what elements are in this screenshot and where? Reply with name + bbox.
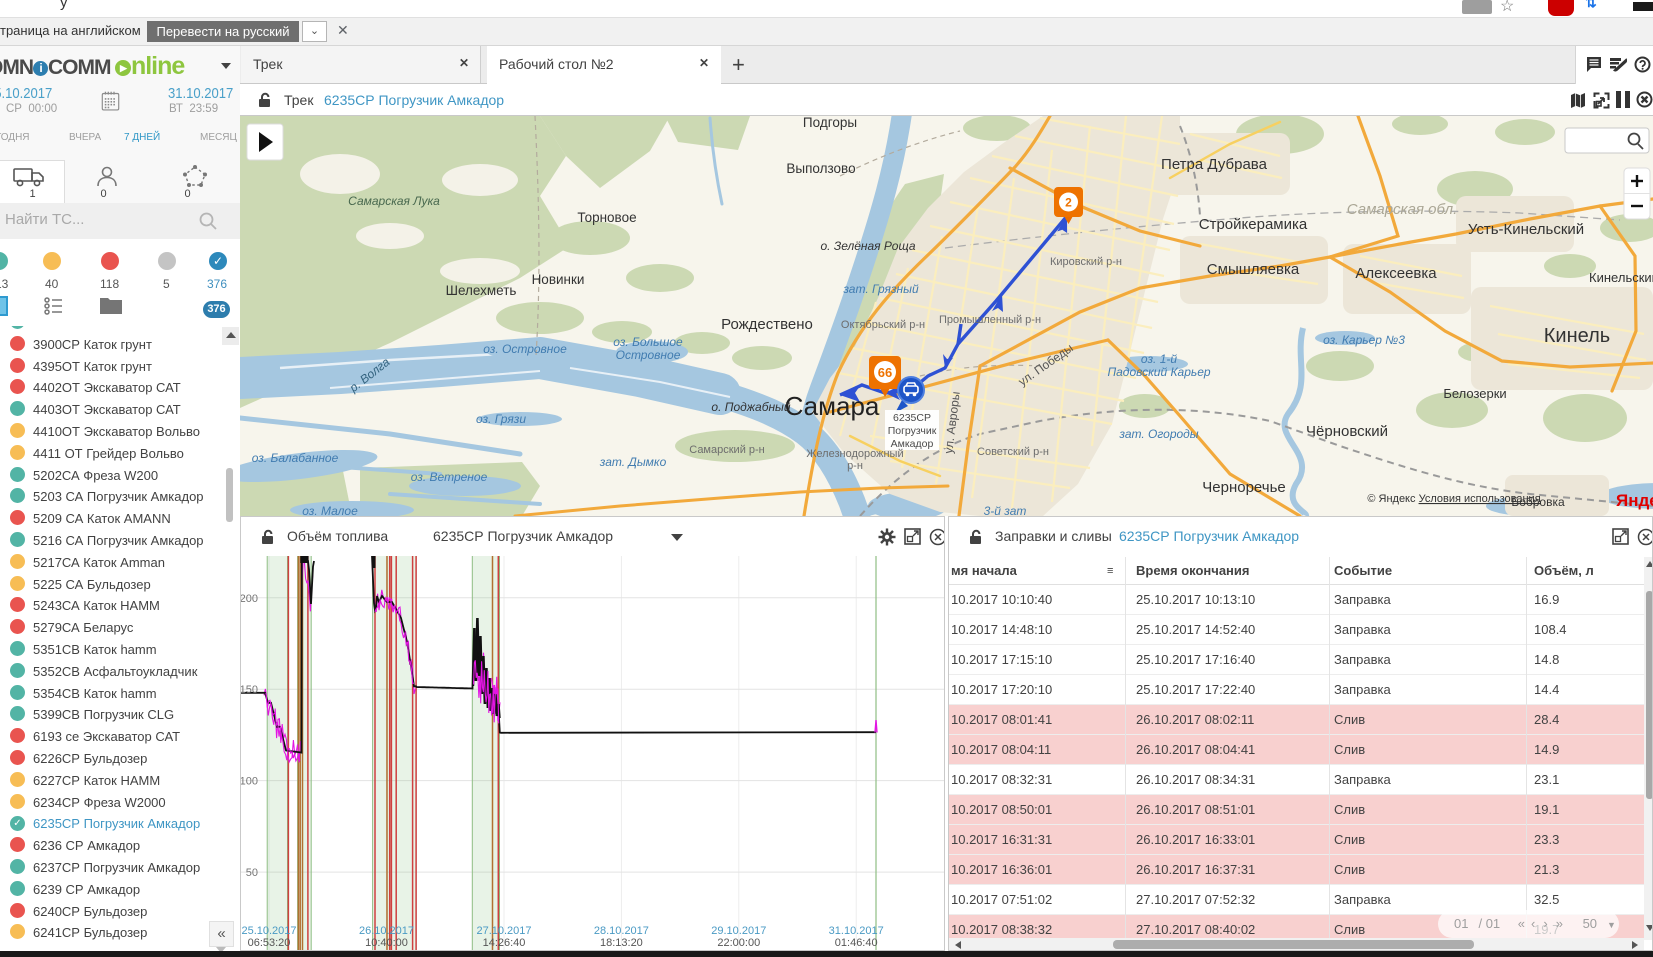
svg-text:Кировский р-н: Кировский р-н bbox=[1050, 256, 1122, 268]
svg-text:Чёрновский: Чёрновский bbox=[1306, 423, 1388, 440]
svg-text:оз. Балабанное: оз. Балабанное bbox=[252, 451, 339, 465]
svg-text:Смышляевка: Смышляевка bbox=[1207, 261, 1300, 278]
svg-text:Амкадор: Амкадор bbox=[891, 438, 934, 450]
svg-text:22:00:00: 22:00:00 bbox=[717, 937, 760, 949]
svg-text:зат. Огороды: зат. Огороды bbox=[1118, 427, 1198, 441]
svg-text:о. Зелёная Роща: о. Зелёная Роща bbox=[820, 239, 915, 253]
svg-text:100: 100 bbox=[241, 776, 258, 788]
svg-text:6235СР: 6235СР bbox=[893, 412, 931, 424]
svg-text:Железнодорожный: Железнодорожный bbox=[806, 448, 903, 460]
svg-text:50: 50 bbox=[246, 867, 258, 879]
svg-text:оз. Малое: оз. Малое bbox=[302, 504, 358, 516]
svg-text:2: 2 bbox=[1065, 196, 1072, 210]
svg-text:25.10.2017: 25.10.2017 bbox=[241, 925, 296, 937]
svg-text:Новинки: Новинки bbox=[532, 272, 585, 287]
svg-text:Островное: Островное bbox=[616, 348, 681, 362]
svg-text:Выползово: Выползово bbox=[786, 161, 855, 176]
svg-text:28.10.2017: 28.10.2017 bbox=[594, 925, 649, 937]
svg-text:Подгоры: Подгоры bbox=[803, 116, 857, 130]
svg-text:Шелехметь: Шелехметь bbox=[446, 283, 517, 298]
svg-text:Бобровка: Бобровка bbox=[1511, 495, 1565, 509]
svg-text:14:26:40: 14:26:40 bbox=[483, 937, 526, 949]
svg-text:о. Поджабный: о. Поджабный bbox=[711, 400, 790, 414]
svg-text:Падовский Карьер: Падовский Карьер bbox=[1107, 365, 1210, 379]
svg-text:Усть-Кинельский: Усть-Кинельский bbox=[1468, 221, 1584, 238]
svg-text:Самара: Самара bbox=[785, 391, 880, 421]
svg-text:зат. Грязный: зат. Грязный bbox=[842, 282, 919, 296]
svg-text:Торновое: Торновое bbox=[577, 210, 636, 225]
svg-text:Самарская Лука: Самарская Лука bbox=[348, 194, 440, 208]
svg-text:06:53:20: 06:53:20 bbox=[248, 937, 291, 949]
svg-text:26.10.2017: 26.10.2017 bbox=[359, 925, 414, 937]
svg-text:р-н: р-н bbox=[847, 460, 863, 472]
svg-text:Самарская обл.: Самарская обл. bbox=[1347, 201, 1458, 218]
svg-text:оз. Островное: оз. Островное bbox=[483, 342, 567, 356]
svg-text:Петра Дубрава: Петра Дубрава bbox=[1161, 156, 1268, 173]
svg-text:оз. Карьер №3: оз. Карьер №3 bbox=[1323, 333, 1405, 347]
svg-text:Алексеевка: Алексеевка bbox=[1355, 265, 1437, 282]
svg-text:Промышленный р-н: Промышленный р-н bbox=[939, 314, 1041, 326]
svg-text:31.10.2017: 31.10.2017 bbox=[829, 925, 884, 937]
svg-text:Рождествено: Рождествено bbox=[721, 316, 813, 333]
svg-text:Яндекс: Яндекс bbox=[1616, 491, 1653, 510]
svg-text:Октябрьский р-н: Октябрьский р-н bbox=[841, 319, 925, 331]
svg-text:оз. 1-й: оз. 1-й bbox=[1141, 352, 1177, 366]
svg-text:Кинель: Кинель bbox=[1544, 325, 1610, 347]
svg-text:зат. Дымко: зат. Дымко bbox=[599, 455, 667, 469]
svg-text:оз. Грязи: оз. Грязи bbox=[476, 412, 526, 426]
svg-text:оз. Ветреное: оз. Ветреное bbox=[411, 470, 488, 484]
svg-text:Черноречье: Черноречье bbox=[1202, 479, 1285, 496]
svg-text:18:13:20: 18:13:20 bbox=[600, 937, 643, 949]
svg-text:Самарский р-н: Самарский р-н bbox=[689, 444, 765, 456]
svg-text:Стройкерамика: Стройкерамика bbox=[1199, 216, 1308, 233]
svg-text:27.10.2017: 27.10.2017 bbox=[476, 925, 531, 937]
svg-text:оз. Большое: оз. Большое bbox=[613, 335, 683, 349]
svg-text:3-й зат: 3-й зат bbox=[984, 504, 1027, 516]
svg-text:Погрузчик: Погрузчик bbox=[888, 425, 937, 437]
svg-text:150: 150 bbox=[241, 684, 258, 696]
svg-text:29.10.2017: 29.10.2017 bbox=[711, 925, 766, 937]
svg-text:200: 200 bbox=[241, 593, 258, 605]
svg-text:66: 66 bbox=[878, 365, 892, 380]
svg-text:01:46:40: 01:46:40 bbox=[835, 937, 878, 949]
svg-text:10:40:00: 10:40:00 bbox=[365, 937, 408, 949]
svg-text:Кинельский: Кинельский bbox=[1589, 270, 1653, 285]
svg-text:Белозерки: Белозерки bbox=[1443, 386, 1506, 401]
svg-text:© Яндекс Условия использования: © Яндекс Условия использования bbox=[1367, 493, 1540, 505]
svg-text:Советский р-н: Советский р-н bbox=[977, 446, 1049, 458]
